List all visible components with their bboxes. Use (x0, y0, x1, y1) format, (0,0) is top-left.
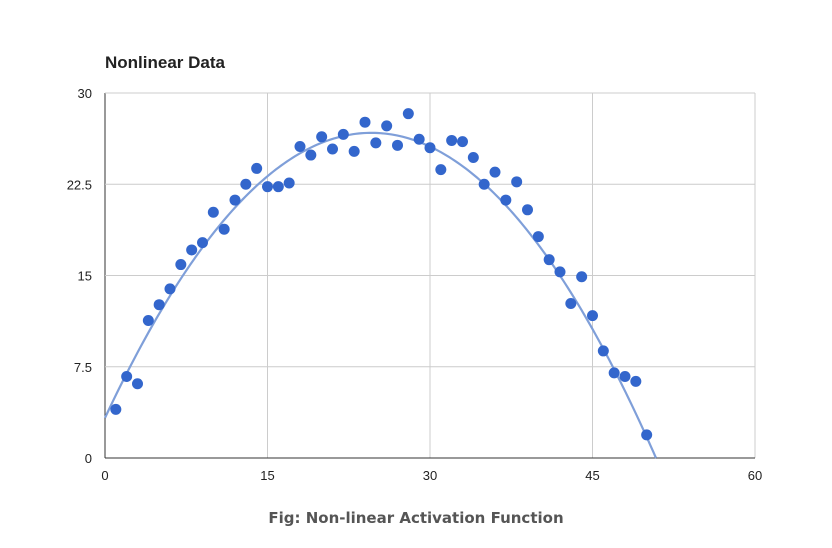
y-tick-label: 7.5 (74, 360, 92, 375)
axis-tick-labels: 0 15 30 45 60 0 7.5 15 22.5 30 (67, 86, 763, 483)
data-point (424, 142, 436, 154)
data-point (619, 370, 631, 382)
data-point (402, 108, 414, 120)
data-point (576, 271, 588, 283)
y-tick-label: 30 (78, 86, 92, 101)
data-point (229, 194, 241, 206)
data-point (305, 149, 317, 161)
data-point (543, 254, 555, 266)
data-point (175, 259, 187, 271)
data-points (110, 108, 653, 441)
data-point (110, 403, 122, 415)
data-point (294, 141, 306, 153)
y-tick-label: 22.5 (67, 177, 92, 192)
x-tick-label: 0 (101, 468, 108, 483)
y-tick-label: 0 (85, 451, 92, 466)
data-point (381, 120, 393, 132)
data-point (337, 128, 349, 140)
data-point (316, 131, 328, 143)
data-point (197, 237, 208, 249)
x-tick-label: 60 (748, 468, 762, 483)
data-point (554, 266, 566, 278)
data-point (262, 181, 273, 193)
data-point (392, 139, 403, 151)
data-point (121, 370, 133, 382)
data-point (251, 162, 263, 174)
data-point (370, 137, 382, 149)
data-point (565, 297, 577, 309)
trendline-path (104, 131, 658, 459)
grid-lines (104, 92, 756, 459)
data-point (240, 178, 252, 190)
data-point (435, 164, 447, 176)
data-point (641, 429, 653, 441)
scatter-chart: Nonlinear Data 0 15 30 45 60 0 7.5 15 22.5 30 (67, 53, 763, 483)
data-point (142, 315, 154, 327)
data-point (446, 134, 458, 146)
data-point (500, 194, 512, 206)
data-point (522, 204, 533, 216)
data-point (327, 143, 338, 155)
x-tick-label: 15 (260, 468, 274, 483)
data-point (359, 116, 371, 128)
data-point (597, 345, 609, 357)
data-point (511, 176, 523, 188)
data-point (283, 177, 295, 189)
x-tick-label: 45 (585, 468, 599, 483)
data-point (164, 283, 176, 295)
data-point (272, 181, 284, 193)
trendline (104, 131, 658, 459)
x-tick-label: 30 (423, 468, 437, 483)
chart-title: Nonlinear Data (105, 53, 226, 72)
data-point (153, 299, 165, 311)
data-point (218, 223, 230, 235)
data-point (348, 145, 360, 157)
data-point (207, 206, 219, 218)
data-point (186, 244, 198, 256)
data-point (630, 375, 642, 387)
y-tick-label: 15 (78, 269, 92, 284)
data-point (532, 231, 544, 243)
data-point (467, 151, 479, 163)
data-point (457, 136, 468, 148)
data-point (478, 178, 490, 190)
data-point (608, 367, 620, 379)
data-point (413, 133, 425, 145)
figure-caption: Fig: Non-linear Activation Function (268, 509, 564, 527)
data-point (132, 378, 143, 390)
data-point (489, 166, 501, 178)
data-point (587, 310, 598, 322)
